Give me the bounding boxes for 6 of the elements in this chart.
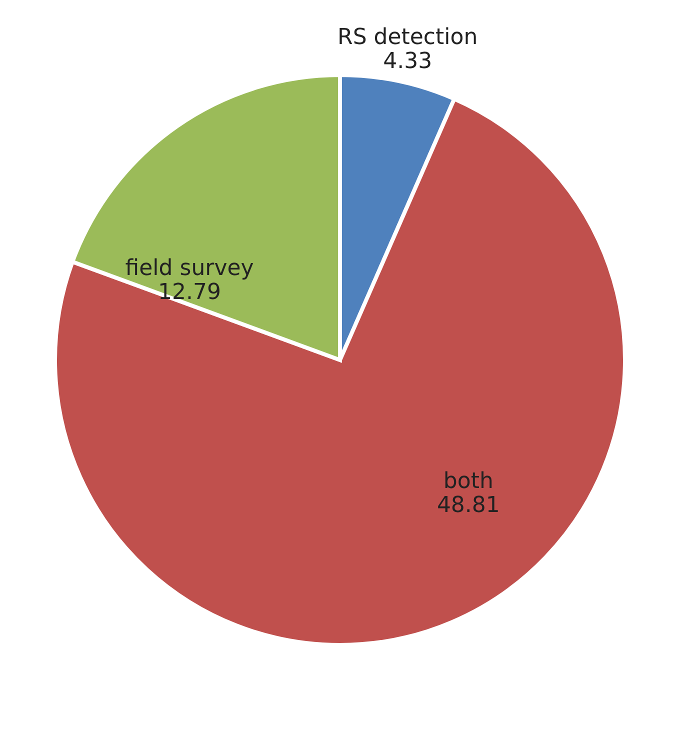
data-label: 4.33	[383, 49, 432, 74]
data-label: 12.79	[158, 280, 222, 306]
data-label: 48.81	[436, 492, 500, 518]
slice-label: RS detection	[338, 25, 478, 50]
slice-label: field survey	[125, 256, 254, 282]
slice-label: both	[443, 468, 494, 494]
